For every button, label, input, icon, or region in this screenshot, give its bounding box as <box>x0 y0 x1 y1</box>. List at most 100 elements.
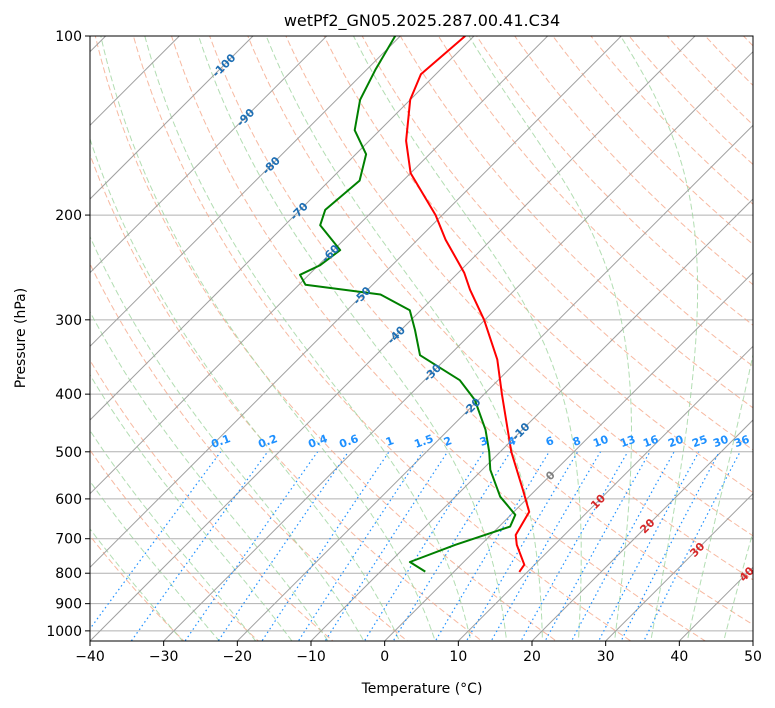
dry-adiabat-line <box>247 36 753 581</box>
temperature-line <box>405 36 531 573</box>
x-tick-label: 0 <box>380 649 389 665</box>
mixing-ratio-line <box>465 451 579 641</box>
isotherm-line <box>90 36 181 127</box>
mixing-ratio-label: 0.2 <box>256 432 279 451</box>
mixing-ratio-label: 4 <box>506 434 518 449</box>
mixing-ratio-label: 13 <box>618 433 637 450</box>
y-tick-label: 300 <box>55 313 82 329</box>
y-tick-label: 1000 <box>46 624 82 640</box>
x-axis-label: Temperature (°C) <box>361 681 483 697</box>
mixing-ratio-line <box>434 451 550 641</box>
mixing-ratio-line <box>620 451 720 641</box>
mixing-ratio-line <box>184 451 319 641</box>
mixing-ratio-label: 1.5 <box>412 432 435 451</box>
dry-adiabat-line <box>132 36 632 641</box>
mixing-ratio-label: 3 <box>478 434 490 449</box>
moist-adiabat-line <box>100 36 436 641</box>
isotherm-line <box>90 36 402 348</box>
moist-adiabat-line <box>144 36 472 641</box>
x-tick-label: −20 <box>223 649 253 665</box>
dry-adiabat-line <box>285 36 753 537</box>
isotherm-line <box>531 419 753 641</box>
moist-adiabat-line <box>90 480 220 641</box>
x-tick-label: −10 <box>296 649 326 665</box>
mixing-ratio-label: 36 <box>732 433 751 451</box>
mixing-ratio-label: 30 <box>711 433 730 451</box>
mixing-ratio-label: 2 <box>442 434 454 449</box>
y-tick-label: 900 <box>55 597 82 613</box>
isotherm-line <box>236 124 753 641</box>
y-tick-label: 600 <box>55 492 82 508</box>
mixing-ratio-label: 25 <box>690 433 709 450</box>
dry-adiabat-line <box>90 153 483 641</box>
isotherm-line <box>90 36 475 421</box>
y-tick-label: 200 <box>55 208 82 224</box>
isotherm-line <box>383 271 753 641</box>
x-tick-label: 30 <box>597 649 615 665</box>
y-tick-label: 700 <box>55 532 82 548</box>
x-tick-label: 20 <box>523 649 541 665</box>
mixing-ratio-line <box>217 451 349 641</box>
moist-adiabat-line <box>468 36 632 641</box>
dry-adiabat-line <box>399 36 753 409</box>
mixing-ratio-label: 6 <box>544 434 556 449</box>
moist-adiabat-line <box>90 528 184 641</box>
mixing-ratio-label: 0.1 <box>209 432 232 451</box>
background-lines <box>90 36 753 641</box>
isotherm-line <box>90 36 549 495</box>
y-axis: 100 200 300 400 500 600 700 800 900 1000 <box>46 29 90 640</box>
y-tick-label: 800 <box>55 566 82 582</box>
x-tick-label: 50 <box>744 649 762 665</box>
mixing-ratio-line <box>520 451 629 641</box>
mixing-ratio-label: 8 <box>571 434 583 449</box>
mixing-ratio-line <box>90 451 222 630</box>
moist-adiabat-line <box>620 36 699 641</box>
mixing-ratio-label: 0.4 <box>306 432 329 451</box>
x-tick-label: 10 <box>449 649 467 665</box>
mixing-ratio-line <box>490 451 602 641</box>
isotherm-line <box>90 36 623 569</box>
dry-adiabat-line <box>170 36 707 641</box>
moist-adiabat-line <box>90 235 365 641</box>
dry-adiabat-line <box>90 262 409 641</box>
isotherm-line <box>90 36 254 200</box>
y-tick-label: 100 <box>55 29 82 45</box>
chart-title: wetPf2_GN05.2025.287.00.41.C34 <box>284 11 560 31</box>
isotherm-line <box>310 198 753 641</box>
isotherm-line <box>90 36 696 641</box>
dry-adiabat-line <box>90 359 334 641</box>
x-tick-label: −40 <box>75 649 105 665</box>
dry-adiabat-line <box>476 36 753 326</box>
moist-adiabat-line <box>90 429 257 641</box>
profiles <box>299 36 531 573</box>
y-axis-label: Pressure (hPa) <box>13 288 29 388</box>
line-labels: 0.1 0.2 0.4 0.6 1 1.5 2 3 4 6 8 10 13 16 20 25 30 36-100-… <box>209 51 757 584</box>
mixing-ratio-label: 1 <box>384 434 396 449</box>
moist-adiabat-line <box>90 137 401 641</box>
dry-adiabat-line <box>209 36 753 626</box>
mixing-ratio-line <box>643 451 741 641</box>
mixing-ratio-label: 20 <box>666 433 685 451</box>
moist-adiabat-line <box>90 373 293 641</box>
y-tick-label: 400 <box>55 387 82 403</box>
mixing-ratio-line <box>598 451 700 641</box>
isotherm-line <box>90 36 328 274</box>
mixing-ratio-label: 0.6 <box>337 432 360 451</box>
dewpoint-line <box>299 36 517 573</box>
mixing-ratio-line <box>544 451 651 641</box>
isotherm-line <box>604 492 753 641</box>
x-axis: −40 −30 −20 −10 0 10 20 30 40 50 <box>75 641 762 665</box>
mixing-ratio-label: 10 <box>591 433 610 451</box>
mixing-ratio-line <box>363 451 485 641</box>
isotherm-line <box>457 345 753 641</box>
dry-adiabat-line <box>94 36 558 641</box>
y-tick-label: 500 <box>55 445 82 461</box>
isotherm-line <box>162 50 753 641</box>
x-tick-label: 40 <box>670 649 688 665</box>
dry-adiabat-line <box>90 449 260 641</box>
mixing-ratio-label: 16 <box>641 433 660 451</box>
x-tick-label: −30 <box>149 649 179 665</box>
plot-frame <box>89 35 754 642</box>
mixing-ratio-line <box>570 451 675 641</box>
